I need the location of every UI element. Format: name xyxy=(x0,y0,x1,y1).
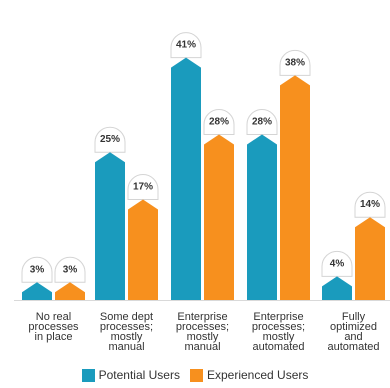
legend-label-experienced: Experienced Users xyxy=(206,368,309,382)
value-bubble xyxy=(170,32,202,59)
value-bubble xyxy=(203,109,235,135)
data-label: 4% xyxy=(330,258,345,269)
category-label: No real processes in place xyxy=(28,311,79,343)
legend: Potential Users Experienced Users xyxy=(0,368,390,382)
category-label: Some dept processes; mostly manual xyxy=(100,311,153,353)
legend-label-potential: Potential Users xyxy=(98,368,180,382)
bar-chart: 3% 25% 41% 28% 4% 3% 17% 28% 38% 14% No real proce… xyxy=(14,32,390,353)
data-label: 17% xyxy=(133,182,153,193)
legend-item-potential-users: Potential Users xyxy=(81,368,180,382)
category-label: Enterprise processes; mostly automated xyxy=(252,311,305,353)
value-bubble xyxy=(246,109,278,135)
data-label: 25% xyxy=(100,134,120,145)
bar xyxy=(171,57,201,301)
value-bubble xyxy=(94,126,126,153)
bar xyxy=(280,75,310,300)
value-bubble xyxy=(354,191,386,218)
value-bubble xyxy=(321,250,353,277)
data-label: 28% xyxy=(209,116,229,127)
value-bubble xyxy=(127,174,159,201)
bar xyxy=(55,282,85,300)
value-bubble xyxy=(21,256,53,283)
category-label: Enterprise processes; mostly manual xyxy=(176,311,229,353)
bar xyxy=(355,217,385,300)
bars-layer: 3% 25% 41% 28% 4% 3% 17% 28% 38% 14% xyxy=(21,32,386,301)
data-label: 3% xyxy=(30,264,45,275)
data-label: 3% xyxy=(63,264,78,275)
category-label: Fully optimized and automated xyxy=(328,311,380,353)
legend-item-experienced-users: Experienced Users xyxy=(189,368,309,382)
bar xyxy=(22,282,52,300)
bar xyxy=(322,276,352,300)
bar xyxy=(95,152,125,300)
data-label: 28% xyxy=(252,116,272,127)
data-label: 14% xyxy=(360,199,380,210)
value-bubble xyxy=(279,49,311,76)
value-bubble xyxy=(54,256,86,283)
data-label: 38% xyxy=(285,57,305,68)
category-labels: No real processes in place Some dept process… xyxy=(28,311,379,353)
bar xyxy=(247,134,277,300)
data-label: 41% xyxy=(176,40,196,51)
bar xyxy=(128,199,158,300)
legend-swatch-potential xyxy=(81,368,95,382)
legend-swatch-experienced xyxy=(189,368,203,382)
bar xyxy=(204,134,234,300)
